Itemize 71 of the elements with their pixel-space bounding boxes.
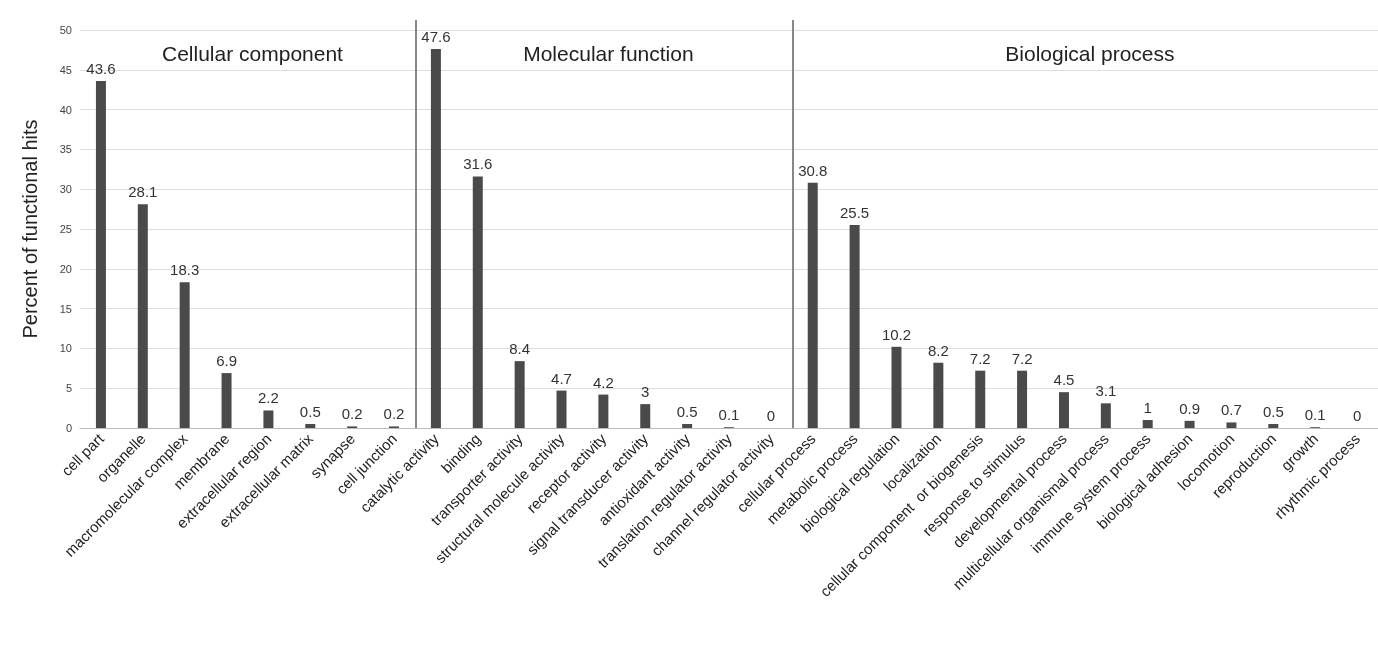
data-label: 28.1 (128, 183, 158, 201)
bar (514, 361, 525, 428)
bar (975, 370, 986, 428)
data-label: 0.2 (383, 405, 405, 423)
bar (849, 225, 860, 428)
bar (682, 424, 693, 428)
data-label: 0.1 (718, 406, 740, 424)
bar (137, 204, 148, 428)
data-label: 6.9 (216, 352, 237, 370)
bar (807, 182, 818, 428)
bar (1268, 424, 1279, 428)
data-label: 18.3 (170, 261, 200, 279)
bar (95, 80, 106, 428)
y-tick-label: 0 (65, 422, 72, 434)
data-label: 0.2 (341, 405, 363, 423)
data-label: 25.5 (840, 204, 870, 222)
text: Biological process (1005, 42, 1175, 65)
data-label: 3 (641, 383, 650, 401)
bar (1184, 420, 1195, 428)
data-label: 8.2 (927, 341, 949, 359)
bar (1017, 370, 1028, 428)
bar (221, 373, 232, 428)
y-tick-label: 35 (59, 143, 72, 156)
y-tick-label: 45 (59, 63, 72, 76)
bar (933, 362, 944, 428)
bar (263, 410, 274, 428)
bar (640, 404, 651, 428)
bar (1058, 392, 1069, 428)
y-tick-label: 20 (59, 262, 72, 275)
y-axis-title: Percent of functional hits (19, 119, 41, 339)
bar (305, 424, 316, 428)
bar (1226, 422, 1237, 428)
data-label: 7.2 (1011, 349, 1033, 367)
data-label: 0.5 (299, 403, 321, 421)
data-label: 3.1 (1095, 382, 1117, 400)
data-label: 0 (766, 407, 776, 424)
y-tick-label: 15 (59, 302, 72, 315)
y-tick-label: 30 (59, 183, 72, 196)
bar (472, 176, 483, 428)
data-label: 0 (1352, 407, 1362, 424)
bar (179, 282, 190, 428)
data-label: 30.8 (798, 161, 828, 179)
data-label: 2.2 (257, 389, 279, 407)
data-label: 31.6 (463, 155, 493, 173)
data-label: 43.6 (86, 59, 116, 77)
bar (1100, 403, 1111, 428)
data-label: 1 (1143, 399, 1152, 417)
data-label: 47.6 (421, 28, 451, 46)
y-tick-label: 10 (59, 342, 72, 355)
data-label: 0.5 (1262, 403, 1284, 421)
bar (598, 394, 609, 428)
data-label: 0.5 (676, 403, 698, 421)
y-tick-label: 5 (65, 382, 72, 395)
text: Cellular component (162, 42, 344, 65)
data-label: 4.2 (592, 373, 614, 391)
bar (430, 49, 441, 428)
text: Molecular function (523, 42, 694, 65)
data-label: 4.5 (1053, 371, 1075, 389)
data-label: 0.7 (1221, 401, 1242, 419)
y-tick-label: 25 (59, 223, 72, 235)
y-tick-label: 40 (59, 103, 72, 116)
data-label: 10.2 (881, 325, 912, 343)
data-label: 4.7 (551, 369, 572, 387)
bar (556, 390, 567, 428)
bar (891, 346, 902, 428)
data-label: 7.2 (969, 349, 991, 367)
data-label: 0.9 (1179, 399, 1201, 417)
data-label: 0.1 (1304, 406, 1326, 424)
bar (1142, 420, 1153, 428)
data-label: 8.4 (509, 340, 531, 358)
y-tick-label: 50 (59, 24, 72, 36)
